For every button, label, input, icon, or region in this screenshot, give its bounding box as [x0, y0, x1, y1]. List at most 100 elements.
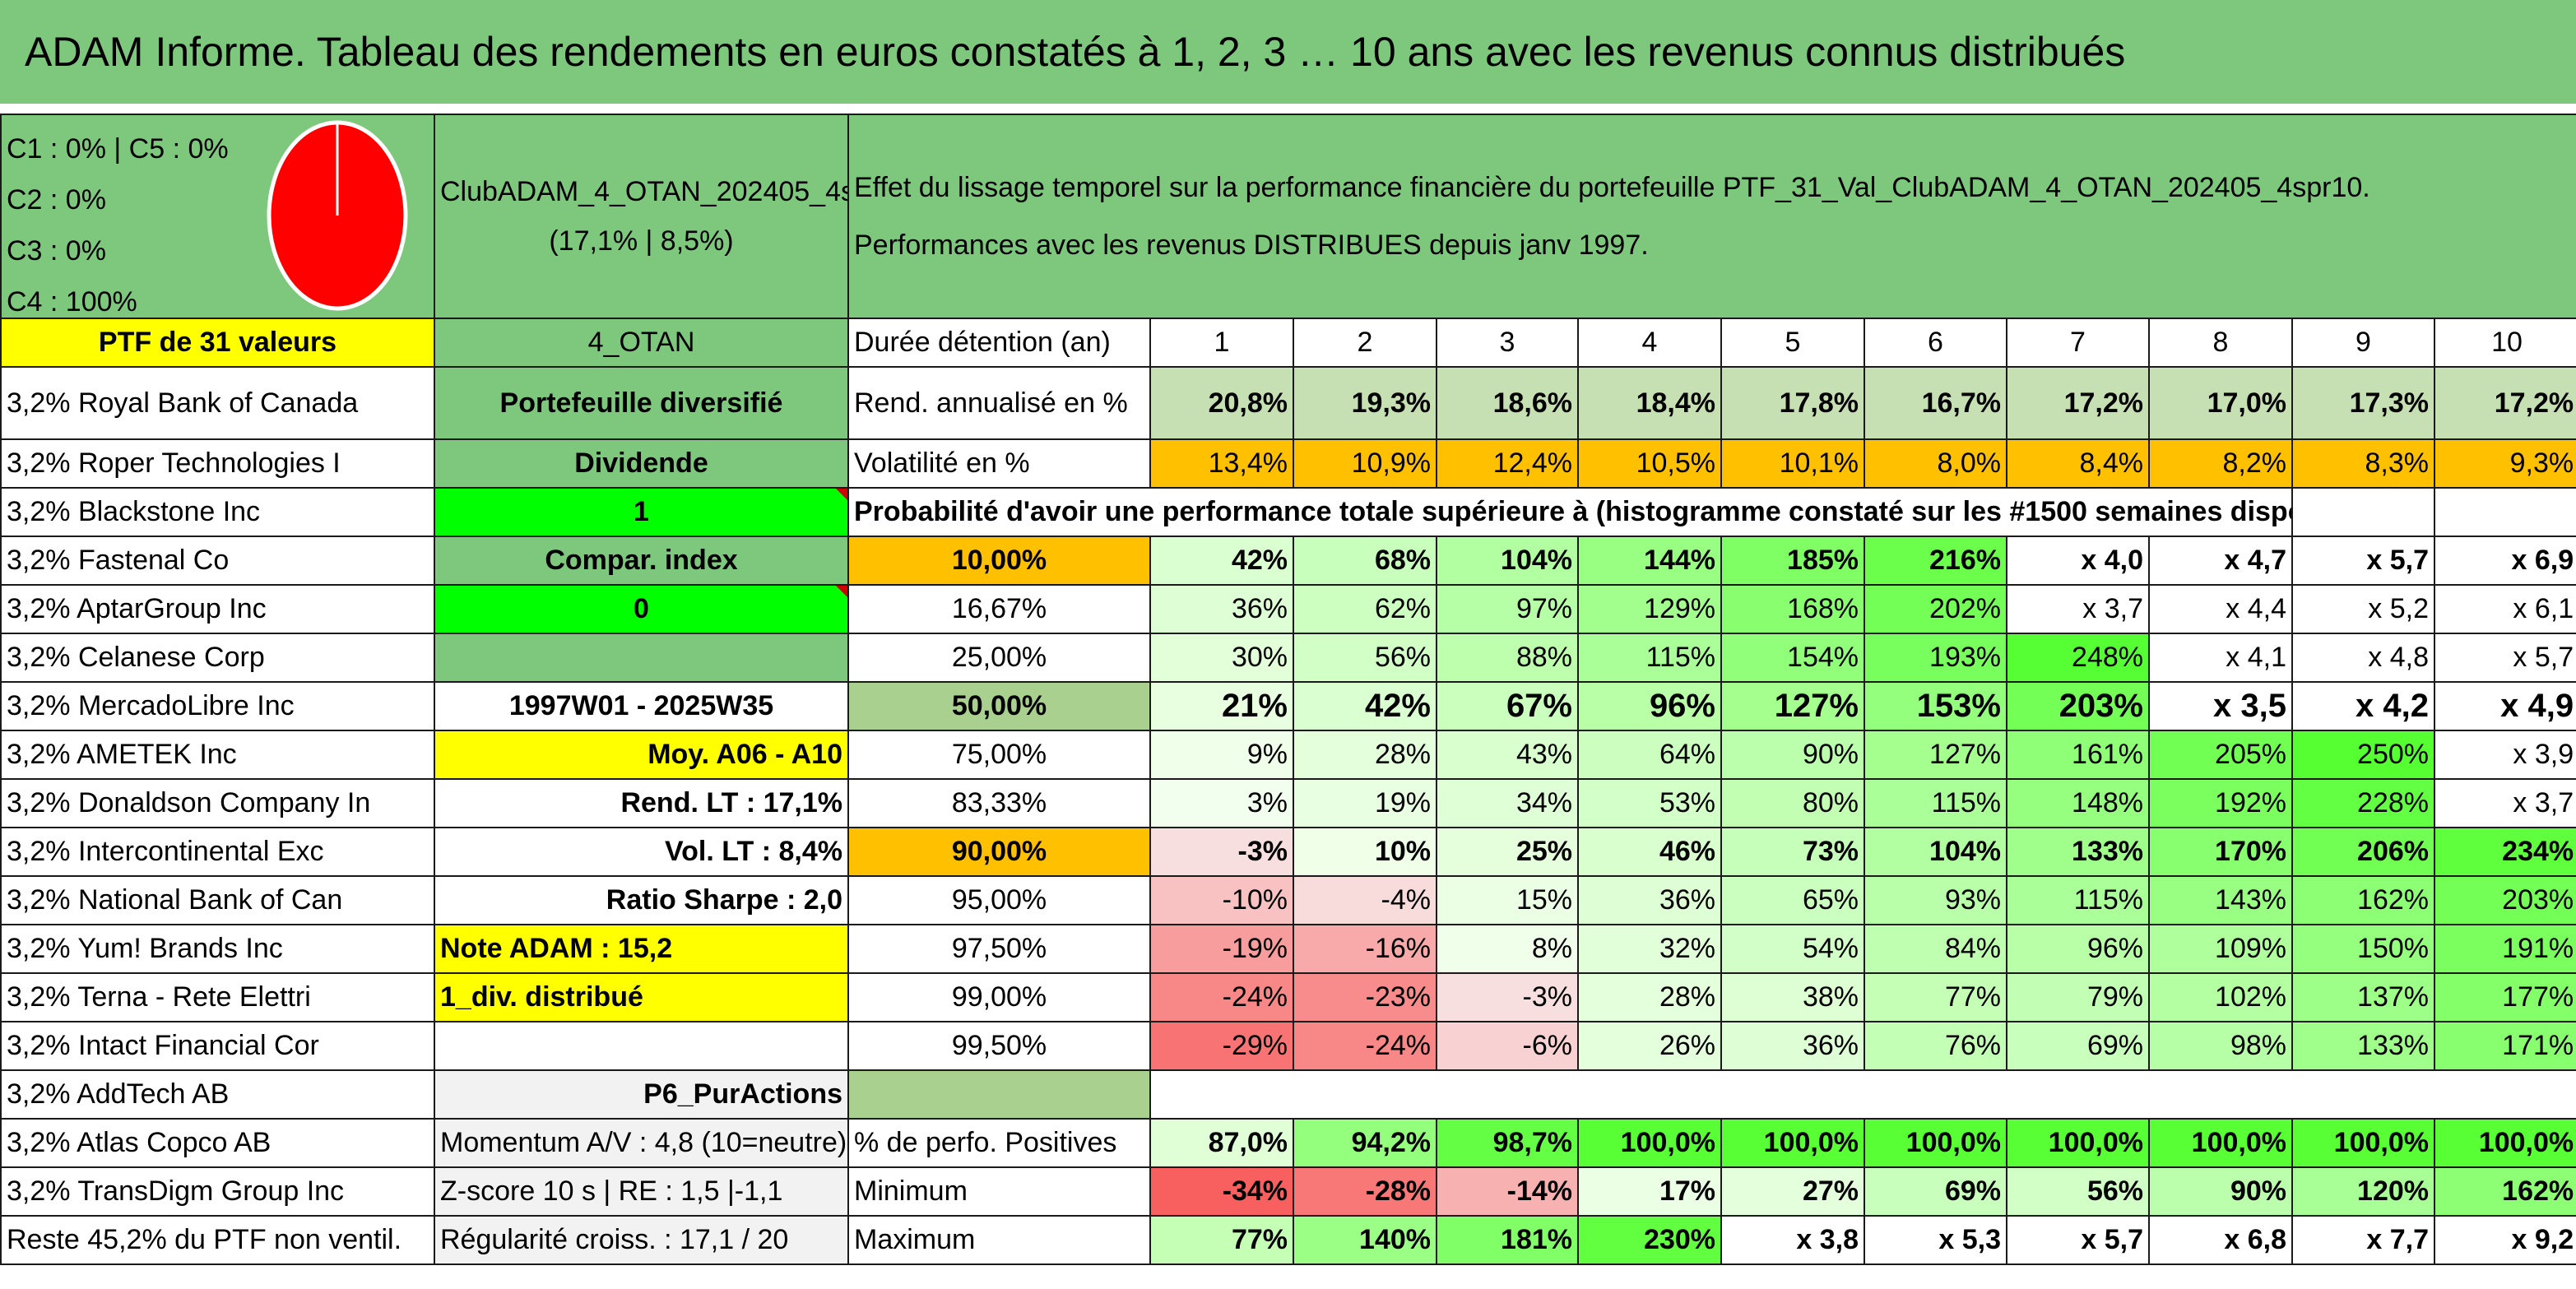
probability-value: 19% — [1293, 778, 1437, 828]
positive-pct-value: 100,0% — [1864, 1118, 2007, 1168]
probability-value: 115% — [2006, 875, 2150, 925]
probability-value: 133% — [2006, 827, 2150, 877]
positive-pct-label: % de perfo. Positives — [847, 1118, 1151, 1168]
table-row: 3,2% National Bank of Can Ratio Sharpe : … — [0, 875, 2576, 925]
probability-value: x 3,9 — [2433, 730, 2576, 780]
probability-value: 127% — [1720, 681, 1865, 731]
probability-value: 104% — [1864, 827, 2007, 877]
probability-value: x 5,7 — [2433, 633, 2576, 683]
report-title: ADAM Informe. Tableau des rendements en … — [0, 0, 2576, 105]
probability-value: x 4,7 — [2148, 536, 2293, 586]
table-row: 3,2% Royal Bank of Canada Portefeuille di… — [0, 366, 2576, 440]
table-row: PTF de 31 valeurs 4_OTAN Durée détention (… — [0, 318, 2576, 368]
portfolio-line: 3,2% MercadoLibre Inc — [0, 681, 435, 731]
probability-value: 68% — [1293, 536, 1437, 586]
probability-value: 69% — [2006, 1021, 2150, 1071]
probability-value: 102% — [2148, 972, 2293, 1022]
positive-pct-value: 87,0% — [1149, 1118, 1294, 1168]
class-c4: C4 : 100% — [7, 286, 137, 318]
probability-value: 43% — [1436, 730, 1579, 780]
probability-value: 150% — [2291, 924, 2435, 974]
portfolio-line: 3,2% AMETEK Inc — [0, 730, 435, 780]
probability-value: -3% — [1149, 827, 1294, 877]
probability-value: 46% — [1577, 827, 1722, 877]
probability-title: Probabilité d'avoir une performance tota… — [847, 487, 2293, 537]
positive-pct-value: 100,0% — [1720, 1118, 1865, 1168]
probability-value: 28% — [1293, 730, 1437, 780]
portfolio-line: 3,2% Yum! Brands Inc — [0, 924, 435, 974]
probability-value: 144% — [1577, 536, 1722, 586]
empty-cell — [2433, 487, 2576, 537]
portfolio-info: 1_div. distribué — [434, 972, 849, 1022]
probability-value: 234% — [2433, 827, 2576, 877]
minimum-value: -14% — [1436, 1166, 1579, 1217]
probability-value: 8% — [1436, 924, 1579, 974]
portfolio-info: Compar. index — [434, 536, 849, 586]
probability-level: 75,00% — [847, 730, 1151, 780]
year-header: 5 — [1720, 318, 1865, 368]
probability-value: 170% — [2148, 827, 2293, 877]
rend-value: 17,2% — [2433, 366, 2576, 440]
portfolio-info: 4_OTAN — [434, 318, 849, 368]
probability-value: x 4,8 — [2291, 633, 2435, 683]
probability-level: 90,00% — [847, 827, 1151, 877]
empty-cell — [2291, 487, 2435, 537]
positive-pct-value: 100,0% — [2148, 1118, 2293, 1168]
probability-value: 193% — [1864, 633, 2007, 683]
probability-value: 191% — [2433, 924, 2576, 974]
probability-value: 34% — [1436, 778, 1579, 828]
probability-value: 143% — [2148, 875, 2293, 925]
probability-level: 99,00% — [847, 972, 1151, 1022]
probability-value: 153% — [1864, 681, 2007, 731]
probability-value: 67% — [1436, 681, 1579, 731]
table-row: 3,2% Blackstone Inc 1 Probabilité d'avoir … — [0, 487, 2576, 537]
vol-value: 10,9% — [1293, 438, 1437, 489]
table-row: 3,2% Atlas Copco AB Momentum A/V : 4,8 (1… — [0, 1118, 2576, 1168]
probability-value: 36% — [1577, 875, 1722, 925]
probability-level: 25,00% — [847, 633, 1151, 683]
portfolio-info: Portefeuille diversifié — [434, 366, 849, 440]
effect-line-2: Performances avec les revenus DISTRIBUES… — [854, 230, 1649, 261]
portfolio-info: Régularité croiss. : 17,1 / 20 — [434, 1215, 849, 1265]
probability-value: -16% — [1293, 924, 1437, 974]
probability-value: 154% — [1720, 633, 1865, 683]
probability-value: x 4,4 — [2148, 584, 2293, 634]
table-row: 3,2% MercadoLibre Inc 1997W01 - 2025W35 50… — [0, 681, 2576, 731]
portfolio-info — [434, 633, 849, 683]
minimum-value: 17% — [1577, 1166, 1722, 1217]
probability-value: 80% — [1720, 778, 1865, 828]
probability-value: -10% — [1149, 875, 1294, 925]
portfolio-info: Dividende — [434, 438, 849, 489]
probability-value: 228% — [2291, 778, 2435, 828]
probability-value: 96% — [1577, 681, 1722, 731]
probability-value: x 4,1 — [2148, 633, 2293, 683]
portfolio-line: 3,2% Intercontinental Exc — [0, 827, 435, 877]
table-row: 3,2% Intact Financial Cor 99,50% -29% -24% -… — [0, 1021, 2576, 1071]
portfolio-line: 3,2% Atlas Copco AB — [0, 1118, 435, 1168]
portfolio-info: 1 — [434, 487, 849, 537]
minimum-label: Minimum — [847, 1166, 1151, 1217]
probability-value: x 6,1 — [2433, 584, 2576, 634]
table-row: 3,2% Fastenal Co Compar. index 10,00% 42% 68… — [0, 536, 2576, 586]
rend-value: 18,4% — [1577, 366, 1722, 440]
maximum-value: 140% — [1293, 1215, 1437, 1265]
probability-level: 83,33% — [847, 778, 1151, 828]
portfolio-name: ClubADAM_4_OTAN_202405_4spr10 — [440, 176, 847, 207]
portfolio-line: 3,2% Blackstone Inc — [0, 487, 435, 537]
probability-value: 77% — [1864, 972, 2007, 1022]
probability-value: x 4,0 — [2006, 536, 2150, 586]
positive-pct-value: 100,0% — [2291, 1118, 2435, 1168]
probability-value: 42% — [1149, 536, 1294, 586]
class-allocation-cell: C1 : 0% | C5 : 0% C2 : 0% C3 : 0% C4 : 1… — [0, 114, 435, 319]
header-label: Durée détention (an) — [847, 318, 1151, 368]
probability-value: 76% — [1864, 1021, 2007, 1071]
maximum-value: x 5,7 — [2006, 1215, 2150, 1265]
probability-value: 26% — [1577, 1021, 1722, 1071]
probability-value: -29% — [1149, 1021, 1294, 1071]
portfolio-line: PTF de 31 valeurs — [0, 318, 435, 368]
year-header: 6 — [1864, 318, 2007, 368]
portfolio-info: Ratio Sharpe : 2,0 — [434, 875, 849, 925]
year-header: 7 — [2006, 318, 2150, 368]
probability-value: 32% — [1577, 924, 1722, 974]
rend-label: Rend. annualisé en % — [847, 366, 1151, 440]
